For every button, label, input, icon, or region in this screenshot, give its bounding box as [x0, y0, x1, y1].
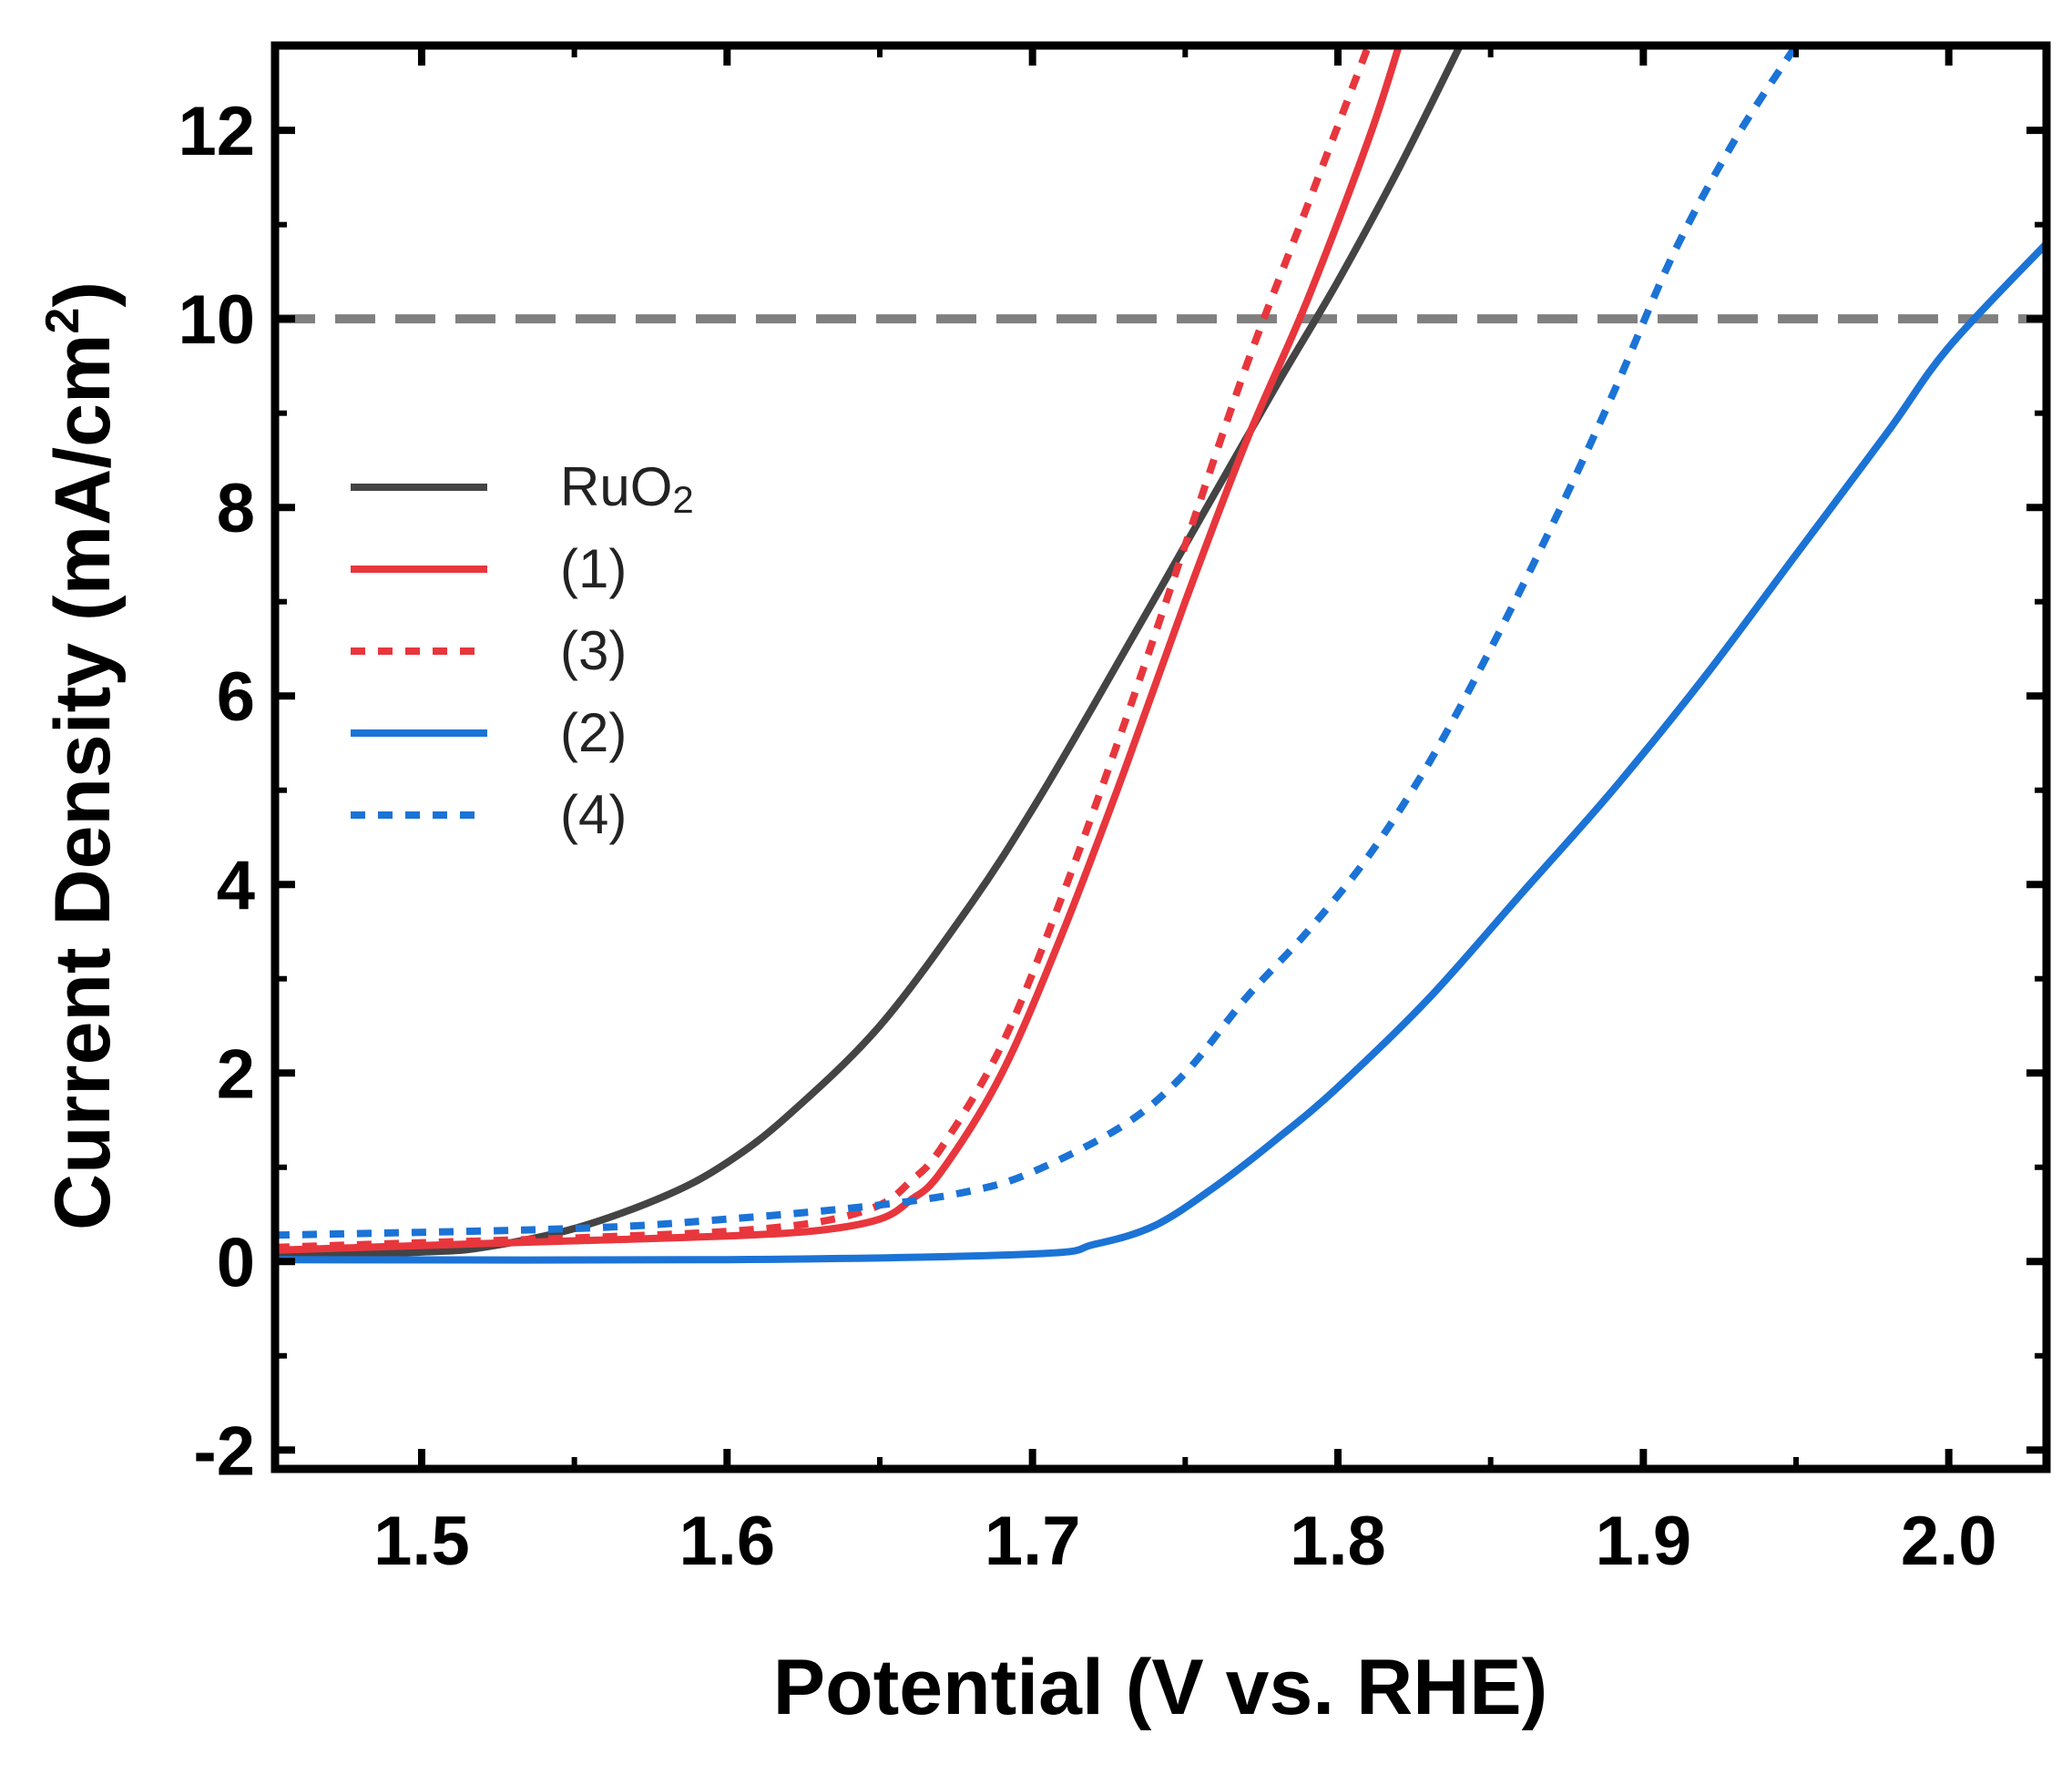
- x-tick-label: 1.9: [1596, 1503, 1692, 1580]
- legend-label-ruo2: RuO2: [560, 456, 694, 521]
- legend-label-3: (3): [560, 620, 627, 681]
- series-line-2: [275, 240, 2046, 1264]
- y-axis-title: Current Density (mA/cm2): [36, 281, 127, 1230]
- legend-label-text: (3): [560, 620, 627, 681]
- x-tick-label: 1.8: [1290, 1503, 1386, 1580]
- y-tick-label: 10: [178, 281, 255, 359]
- legend-label-1: (1): [560, 538, 627, 599]
- x-axis-title: Potential (V vs. RHE): [773, 1644, 1548, 1731]
- series-line-1: [275, 46, 1403, 1254]
- legend-label-text: (1): [560, 538, 627, 599]
- legend-label-2: (2): [560, 702, 627, 763]
- legend-label-text: (4): [560, 784, 627, 845]
- x-tick-label: 1.5: [373, 1503, 470, 1580]
- y-tick-label: 0: [217, 1224, 255, 1301]
- y-tick-label: 2: [217, 1035, 255, 1113]
- axes-layer: -2 0 2 4 6 8 10 12 1.5 1.6 1.7 1.8 1.9 2.0: [178, 41, 2051, 1580]
- y-tick-label: 6: [217, 658, 255, 736]
- y-axis-title-main: Current Density (mA/cm: [39, 334, 127, 1230]
- axis-titles: Potential (V vs. RHE) Current Density (m…: [36, 281, 1547, 1731]
- y-axis-title-superscript: 2: [36, 308, 89, 334]
- y-tick-label: 8: [217, 470, 255, 547]
- series-line-3: [275, 46, 1373, 1251]
- legend-label-4: (4): [560, 784, 627, 845]
- legend-label-subscript: 2: [672, 478, 693, 521]
- series-line-4: [275, 46, 1800, 1239]
- series-line-ruo2: [275, 46, 1464, 1261]
- legend-label-text: (2): [560, 702, 627, 763]
- series-layer: [275, 46, 2046, 1264]
- x-tick-label: 1.6: [679, 1503, 775, 1580]
- y-axis-title-end: ): [39, 281, 127, 308]
- y-tick-label: -2: [193, 1412, 255, 1490]
- plot-frame: [270, 41, 2051, 1473]
- x-tick-label: 1.7: [985, 1503, 1081, 1580]
- y-tick-label: 4: [217, 847, 255, 924]
- y-tick-label: 12: [178, 93, 255, 170]
- legend-label-text: RuO: [560, 456, 672, 517]
- legend: RuO2 (1) (3) (2) (4): [351, 456, 694, 845]
- x-tick-label: 2.0: [1901, 1503, 1997, 1580]
